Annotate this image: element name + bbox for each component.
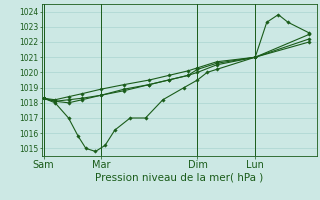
- X-axis label: Pression niveau de la mer( hPa ): Pression niveau de la mer( hPa ): [95, 173, 263, 183]
